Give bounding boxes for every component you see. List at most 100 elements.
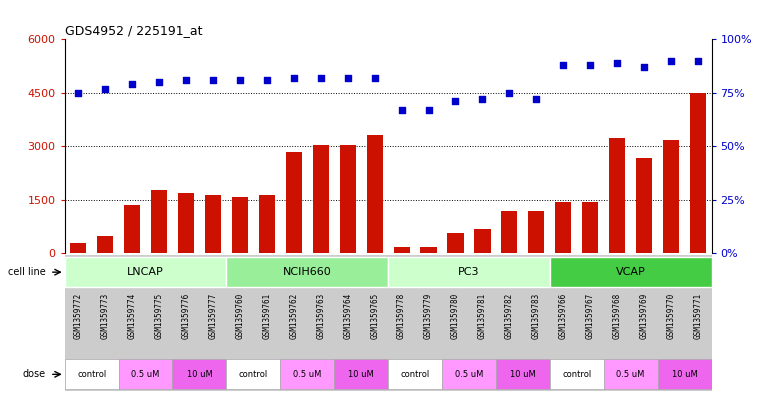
- Bar: [178, 193, 194, 253]
- Point: [665, 57, 677, 64]
- Point: [234, 77, 246, 83]
- Text: control: control: [77, 370, 107, 379]
- Text: NCIH660: NCIH660: [283, 267, 332, 277]
- Point: [126, 81, 139, 87]
- Text: GSM1359775: GSM1359775: [154, 292, 164, 338]
- Bar: [388, 257, 550, 287]
- Text: control: control: [400, 370, 430, 379]
- Text: GSM1359776: GSM1359776: [181, 292, 190, 338]
- Point: [99, 85, 111, 92]
- Point: [611, 60, 623, 66]
- Text: GSM1359766: GSM1359766: [559, 292, 568, 338]
- Bar: [421, 247, 437, 253]
- Text: GSM1359771: GSM1359771: [693, 292, 702, 338]
- Bar: [173, 359, 227, 389]
- Point: [368, 75, 380, 81]
- Text: 0.5 uM: 0.5 uM: [132, 370, 160, 379]
- Point: [342, 75, 354, 81]
- Bar: [388, 359, 442, 389]
- Text: GSM1359762: GSM1359762: [289, 292, 298, 338]
- Bar: [496, 359, 550, 389]
- Bar: [227, 257, 388, 287]
- Text: cell line: cell line: [8, 267, 46, 277]
- Bar: [393, 247, 409, 253]
- Text: GSM1359760: GSM1359760: [235, 292, 244, 338]
- Bar: [442, 359, 496, 389]
- Bar: [550, 257, 712, 287]
- Bar: [313, 145, 329, 253]
- Point: [503, 90, 515, 96]
- Bar: [636, 158, 652, 253]
- Point: [207, 77, 219, 83]
- Bar: [447, 233, 463, 253]
- Text: GSM1359768: GSM1359768: [613, 292, 622, 338]
- Bar: [582, 202, 598, 253]
- Text: GSM1359774: GSM1359774: [128, 292, 136, 338]
- Text: GSM1359767: GSM1359767: [586, 292, 595, 338]
- Point: [180, 77, 192, 83]
- Point: [476, 96, 489, 103]
- Text: PC3: PC3: [458, 267, 479, 277]
- Point: [584, 62, 597, 68]
- Point: [530, 96, 543, 103]
- Text: GSM1359779: GSM1359779: [424, 292, 433, 338]
- Bar: [334, 359, 388, 389]
- Text: GSM1359777: GSM1359777: [209, 292, 218, 338]
- Point: [638, 64, 650, 70]
- Bar: [556, 202, 572, 253]
- Text: GSM1359765: GSM1359765: [370, 292, 379, 338]
- Point: [557, 62, 569, 68]
- Bar: [690, 93, 706, 253]
- Point: [153, 79, 165, 85]
- Point: [422, 107, 435, 113]
- Bar: [663, 140, 679, 253]
- Bar: [339, 145, 356, 253]
- Bar: [367, 135, 383, 253]
- Text: GDS4952 / 225191_at: GDS4952 / 225191_at: [65, 24, 202, 37]
- Text: GSM1359778: GSM1359778: [397, 292, 406, 338]
- Text: GSM1359763: GSM1359763: [317, 292, 325, 338]
- Bar: [205, 195, 221, 253]
- Text: GSM1359772: GSM1359772: [74, 292, 83, 338]
- Text: GSM1359781: GSM1359781: [478, 292, 487, 338]
- Text: GSM1359783: GSM1359783: [532, 292, 541, 338]
- Text: 10 uM: 10 uM: [672, 370, 698, 379]
- Point: [261, 77, 273, 83]
- Text: LNCAP: LNCAP: [127, 267, 164, 277]
- Text: VCAP: VCAP: [616, 267, 645, 277]
- Text: GSM1359761: GSM1359761: [263, 292, 272, 338]
- Point: [314, 75, 326, 81]
- Bar: [528, 211, 544, 253]
- Text: dose: dose: [23, 369, 46, 379]
- Bar: [232, 197, 248, 253]
- Bar: [259, 195, 275, 253]
- Point: [288, 75, 300, 81]
- Bar: [501, 211, 517, 253]
- Text: GSM1359770: GSM1359770: [667, 292, 676, 338]
- Point: [692, 57, 704, 64]
- Text: control: control: [239, 370, 268, 379]
- Point: [450, 98, 462, 105]
- Bar: [550, 359, 603, 389]
- Bar: [609, 138, 626, 253]
- Bar: [151, 190, 167, 253]
- Text: GSM1359769: GSM1359769: [640, 292, 648, 338]
- Text: 0.5 uM: 0.5 uM: [455, 370, 483, 379]
- Bar: [658, 359, 712, 389]
- Text: 10 uM: 10 uM: [186, 370, 212, 379]
- Text: 0.5 uM: 0.5 uM: [616, 370, 645, 379]
- Text: 10 uM: 10 uM: [349, 370, 374, 379]
- Bar: [474, 229, 491, 253]
- Text: 10 uM: 10 uM: [510, 370, 536, 379]
- Text: GSM1359780: GSM1359780: [451, 292, 460, 338]
- Point: [396, 107, 408, 113]
- Bar: [285, 152, 302, 253]
- Bar: [97, 236, 113, 253]
- Bar: [603, 359, 658, 389]
- Bar: [227, 359, 280, 389]
- Bar: [124, 205, 140, 253]
- Text: control: control: [562, 370, 591, 379]
- Text: GSM1359773: GSM1359773: [100, 292, 110, 338]
- Text: 0.5 uM: 0.5 uM: [293, 370, 321, 379]
- Bar: [65, 359, 119, 389]
